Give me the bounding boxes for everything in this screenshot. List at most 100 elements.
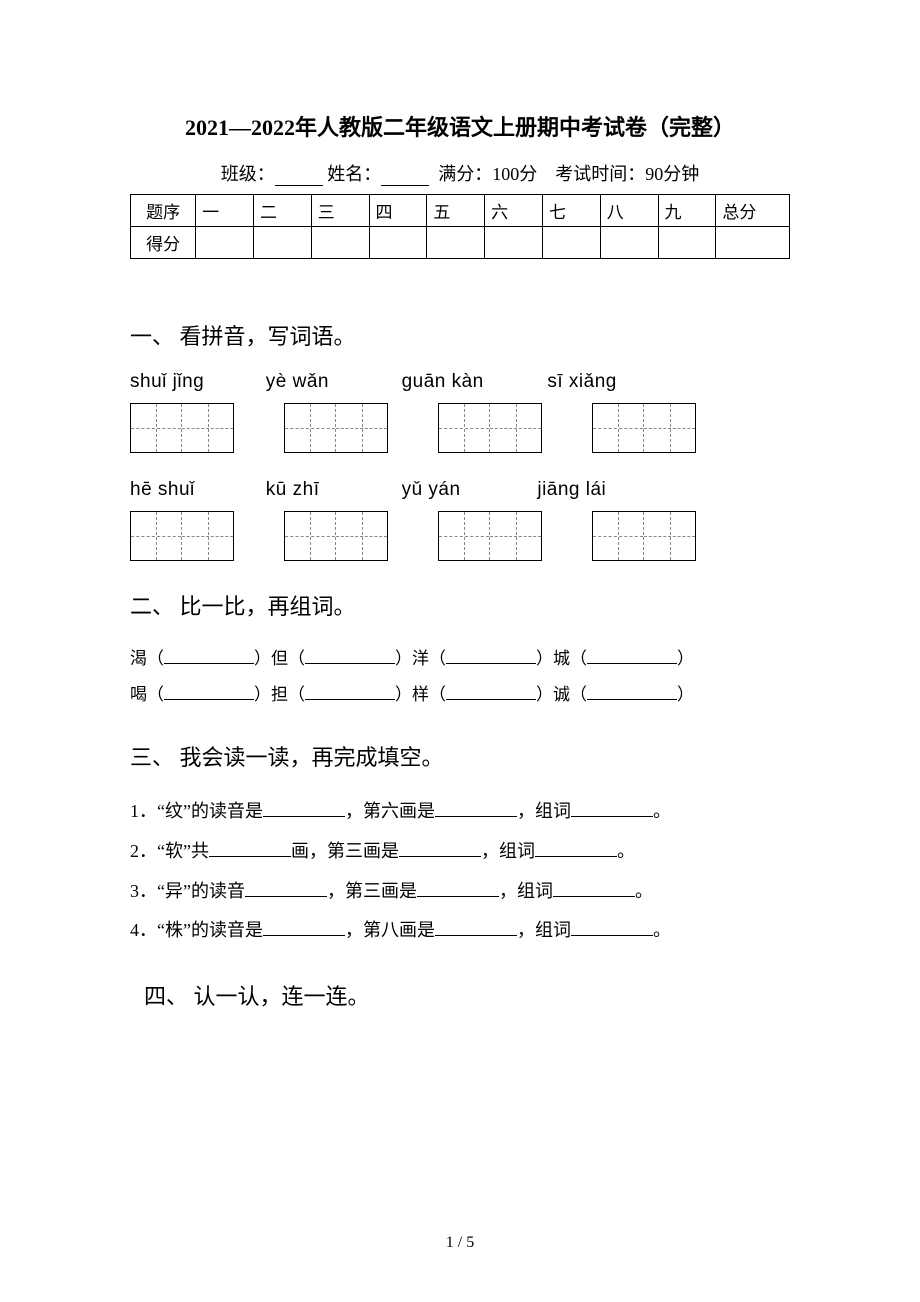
row2-label: 得分 [131, 227, 196, 259]
pinyin-row-1: shuǐ jǐng yè wǎn guān kàn sī xiǎng [130, 371, 790, 393]
fill-blank[interactable] [435, 920, 517, 936]
section2-line1: 渴（ ）但（ ）洋（ ）城（ ） [130, 641, 790, 677]
text: 。 [617, 841, 635, 861]
text: 画，第三画是 [291, 841, 399, 861]
score-cell[interactable] [600, 227, 658, 259]
fill-blank[interactable] [587, 648, 677, 664]
col-4: 四 [369, 195, 427, 227]
col-total: 总分 [716, 195, 790, 227]
text: ）担（ [254, 685, 305, 704]
fill-blank[interactable] [535, 841, 617, 857]
pinyin: yǔ yán [402, 479, 532, 501]
fill-blank[interactable] [305, 684, 395, 700]
score-cell[interactable] [196, 227, 254, 259]
pinyin: shuǐ jǐng [130, 371, 260, 393]
text: 。 [635, 881, 653, 901]
text: ）样（ [395, 685, 446, 704]
score-cell[interactable] [658, 227, 716, 259]
section4-heading: 四、 认一认，连一连。 [130, 979, 790, 1011]
fill-blank[interactable] [164, 684, 254, 700]
score-header-row: 题序 一 二 三 四 五 六 七 八 九 总分 [131, 195, 790, 227]
score-cell[interactable] [485, 227, 543, 259]
text: ）城（ [536, 649, 587, 668]
page-title: 2021—2022年人教版二年级语文上册期中考试卷（完整） [130, 110, 790, 142]
fill-blank[interactable] [417, 881, 499, 897]
col-7: 七 [542, 195, 600, 227]
fill-blank[interactable] [571, 920, 653, 936]
char-box-pair[interactable] [284, 511, 388, 561]
pinyin: hē shuǐ [130, 479, 260, 501]
text: ，组词 [517, 920, 571, 940]
score-cell[interactable] [427, 227, 485, 259]
section2-heading: 二、 比一比，再组词。 [130, 589, 790, 621]
fill-blank[interactable] [209, 841, 291, 857]
fill-blank[interactable] [571, 801, 653, 817]
text: “异”的读音 [157, 881, 245, 901]
score-cell[interactable] [542, 227, 600, 259]
section3-body: 1．“纹”的读音是，第六画是，组词。 2．“软”共画，第三画是，组词。 3．“异… [130, 792, 790, 950]
section2-line2: 喝（）担（）样（）诚（） [130, 677, 790, 713]
char-box-pair[interactable] [130, 511, 234, 561]
char-box-pair[interactable] [592, 511, 696, 561]
class-label: 班级： [221, 164, 275, 184]
fill-blank[interactable] [446, 648, 536, 664]
fill-blank[interactable] [587, 684, 677, 700]
char-box-pair[interactable] [438, 403, 542, 453]
text: ） [677, 685, 694, 704]
text: ，组词 [499, 881, 553, 901]
fill-blank[interactable] [446, 684, 536, 700]
score-cell[interactable] [369, 227, 427, 259]
char-box-pair[interactable] [438, 511, 542, 561]
score-table: 题序 一 二 三 四 五 六 七 八 九 总分 得分 [130, 194, 790, 259]
pinyin: yè wǎn [266, 371, 396, 393]
char-box-pair[interactable] [130, 403, 234, 453]
info-line: 班级： 姓名： 满分：100分 考试时间：90分钟 [130, 160, 790, 186]
char-box-row-1 [130, 403, 790, 453]
score-cell[interactable] [311, 227, 369, 259]
score-value-row: 得分 [131, 227, 790, 259]
pinyin: jiāng lái [537, 479, 606, 501]
col-8: 八 [600, 195, 658, 227]
num: 2． [130, 841, 157, 861]
text: ） [677, 649, 694, 668]
section3-item-1: 1．“纹”的读音是，第六画是，组词。 [130, 792, 790, 832]
class-blank[interactable] [275, 168, 323, 186]
fill-blank[interactable] [263, 920, 345, 936]
score-cell[interactable] [716, 227, 790, 259]
text: ）但（ [254, 649, 305, 668]
fill-blank[interactable] [263, 801, 345, 817]
char-box-pair[interactable] [284, 403, 388, 453]
text: “纹”的读音是 [157, 801, 263, 821]
num: 4． [130, 920, 157, 940]
text: 渴（ [130, 649, 164, 668]
pinyin-row-2: hē shuǐ kū zhī yǔ yán jiāng lái [130, 479, 790, 501]
fill-blank[interactable] [305, 648, 395, 664]
num: 3． [130, 881, 157, 901]
fill-blank[interactable] [164, 648, 254, 664]
num: 1． [130, 801, 157, 821]
fill-blank[interactable] [399, 841, 481, 857]
section3-item-3: 3．“异”的读音 ，第三画是 ，组词 。 [130, 872, 790, 912]
text: ，第八画是 [345, 920, 435, 940]
name-blank[interactable] [381, 168, 429, 186]
col-1: 一 [196, 195, 254, 227]
col-5: 五 [427, 195, 485, 227]
text: 。 [653, 920, 671, 940]
section3-heading: 三、 我会读一读，再完成填空。 [130, 740, 790, 772]
char-box-row-2 [130, 511, 790, 561]
fill-blank[interactable] [245, 881, 327, 897]
col-6: 六 [485, 195, 543, 227]
text: “株”的读音是 [157, 920, 263, 940]
fill-blank[interactable] [435, 801, 517, 817]
row1-label: 题序 [131, 195, 196, 227]
char-box-pair[interactable] [592, 403, 696, 453]
score-cell[interactable] [253, 227, 311, 259]
text: 。 [653, 801, 671, 821]
fill-blank[interactable] [553, 881, 635, 897]
col-3: 三 [311, 195, 369, 227]
text: ）诚（ [536, 685, 587, 704]
col-9: 九 [658, 195, 716, 227]
text: ）洋（ [395, 649, 446, 668]
pinyin: guān kàn [402, 371, 542, 393]
text: ，第三画是 [327, 881, 417, 901]
